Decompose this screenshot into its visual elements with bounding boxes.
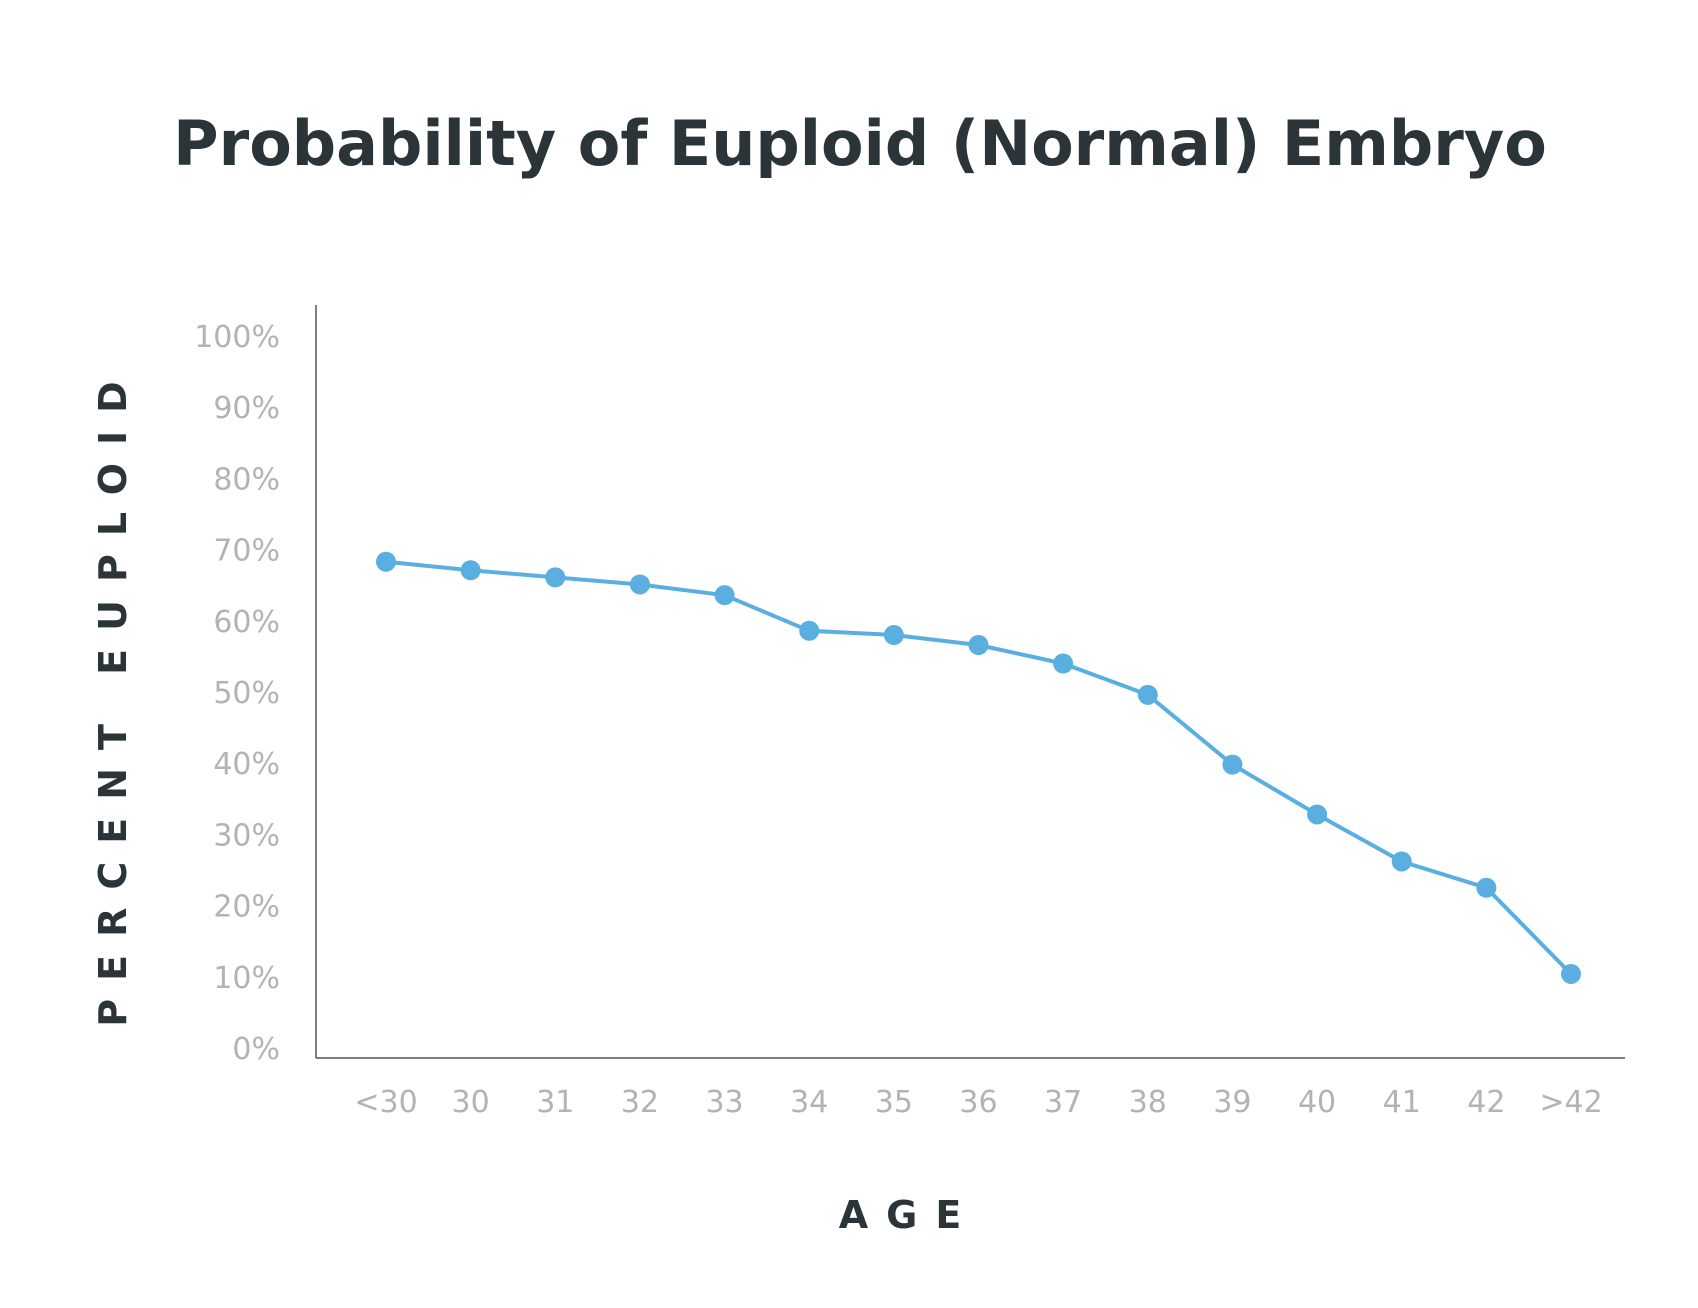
x-tick-label: 30 (452, 1085, 490, 1120)
data-point (1561, 963, 1581, 984)
x-axis-title: AGE (839, 1193, 980, 1237)
y-tick-labels: 0% 10% 20% 30% 40% 50% 60% 70% 80% 90% 100% (194, 320, 280, 1067)
data-point (629, 574, 650, 595)
series-line (385, 559, 1573, 976)
y-tick-label: 20% (213, 890, 280, 925)
data-point (714, 585, 735, 606)
x-tick-labels: <30 30 31 32 33 34 35 36 37 38 39 40 41 42 >42 (354, 1085, 1602, 1120)
x-tick-label: 36 (959, 1085, 997, 1120)
data-point (1053, 653, 1074, 674)
y-tick-label: 40% (213, 747, 280, 782)
data-point (460, 560, 481, 581)
x-tick-label: 34 (790, 1085, 828, 1120)
chart-title: Probability of Euploid (Normal) Embryo (173, 107, 1547, 180)
y-tick-label: 30% (213, 818, 280, 853)
y-tick-label: 70% (213, 534, 280, 569)
x-tick-label: 33 (705, 1085, 743, 1120)
y-tick-label: 80% (213, 462, 280, 497)
data-point (968, 635, 989, 656)
data-point (1391, 851, 1412, 872)
x-tick-label: 40 (1298, 1085, 1336, 1120)
data-point (799, 620, 820, 641)
x-tick-label: 31 (536, 1085, 574, 1120)
data-point (1222, 754, 1243, 775)
y-axis-title: PERCENT EUPLOID (91, 363, 135, 1026)
y-tick-label: 10% (213, 961, 280, 996)
x-tick-label: 38 (1129, 1085, 1167, 1120)
y-tick-label: 50% (213, 676, 280, 711)
y-tick-label: 0% (232, 1032, 280, 1067)
data-point (545, 567, 566, 588)
x-tick-label: 32 (621, 1085, 659, 1120)
x-tick-label: >42 (1539, 1085, 1602, 1120)
x-tick-label: <30 (354, 1085, 417, 1120)
data-point (1137, 684, 1158, 705)
data-point (1307, 804, 1328, 825)
y-tick-label: 60% (213, 605, 280, 640)
x-tick-label: 41 (1383, 1085, 1421, 1120)
x-tick-label: 37 (1044, 1085, 1082, 1120)
x-tick-label: 42 (1467, 1085, 1505, 1120)
y-tick-label: 90% (213, 391, 280, 426)
data-point (376, 551, 396, 572)
series-euploid (376, 551, 1581, 984)
x-tick-label: 35 (875, 1085, 913, 1120)
data-point (1476, 877, 1497, 898)
data-point (883, 625, 904, 646)
x-tick-label: 39 (1213, 1085, 1251, 1120)
y-tick-label: 100% (194, 320, 280, 355)
